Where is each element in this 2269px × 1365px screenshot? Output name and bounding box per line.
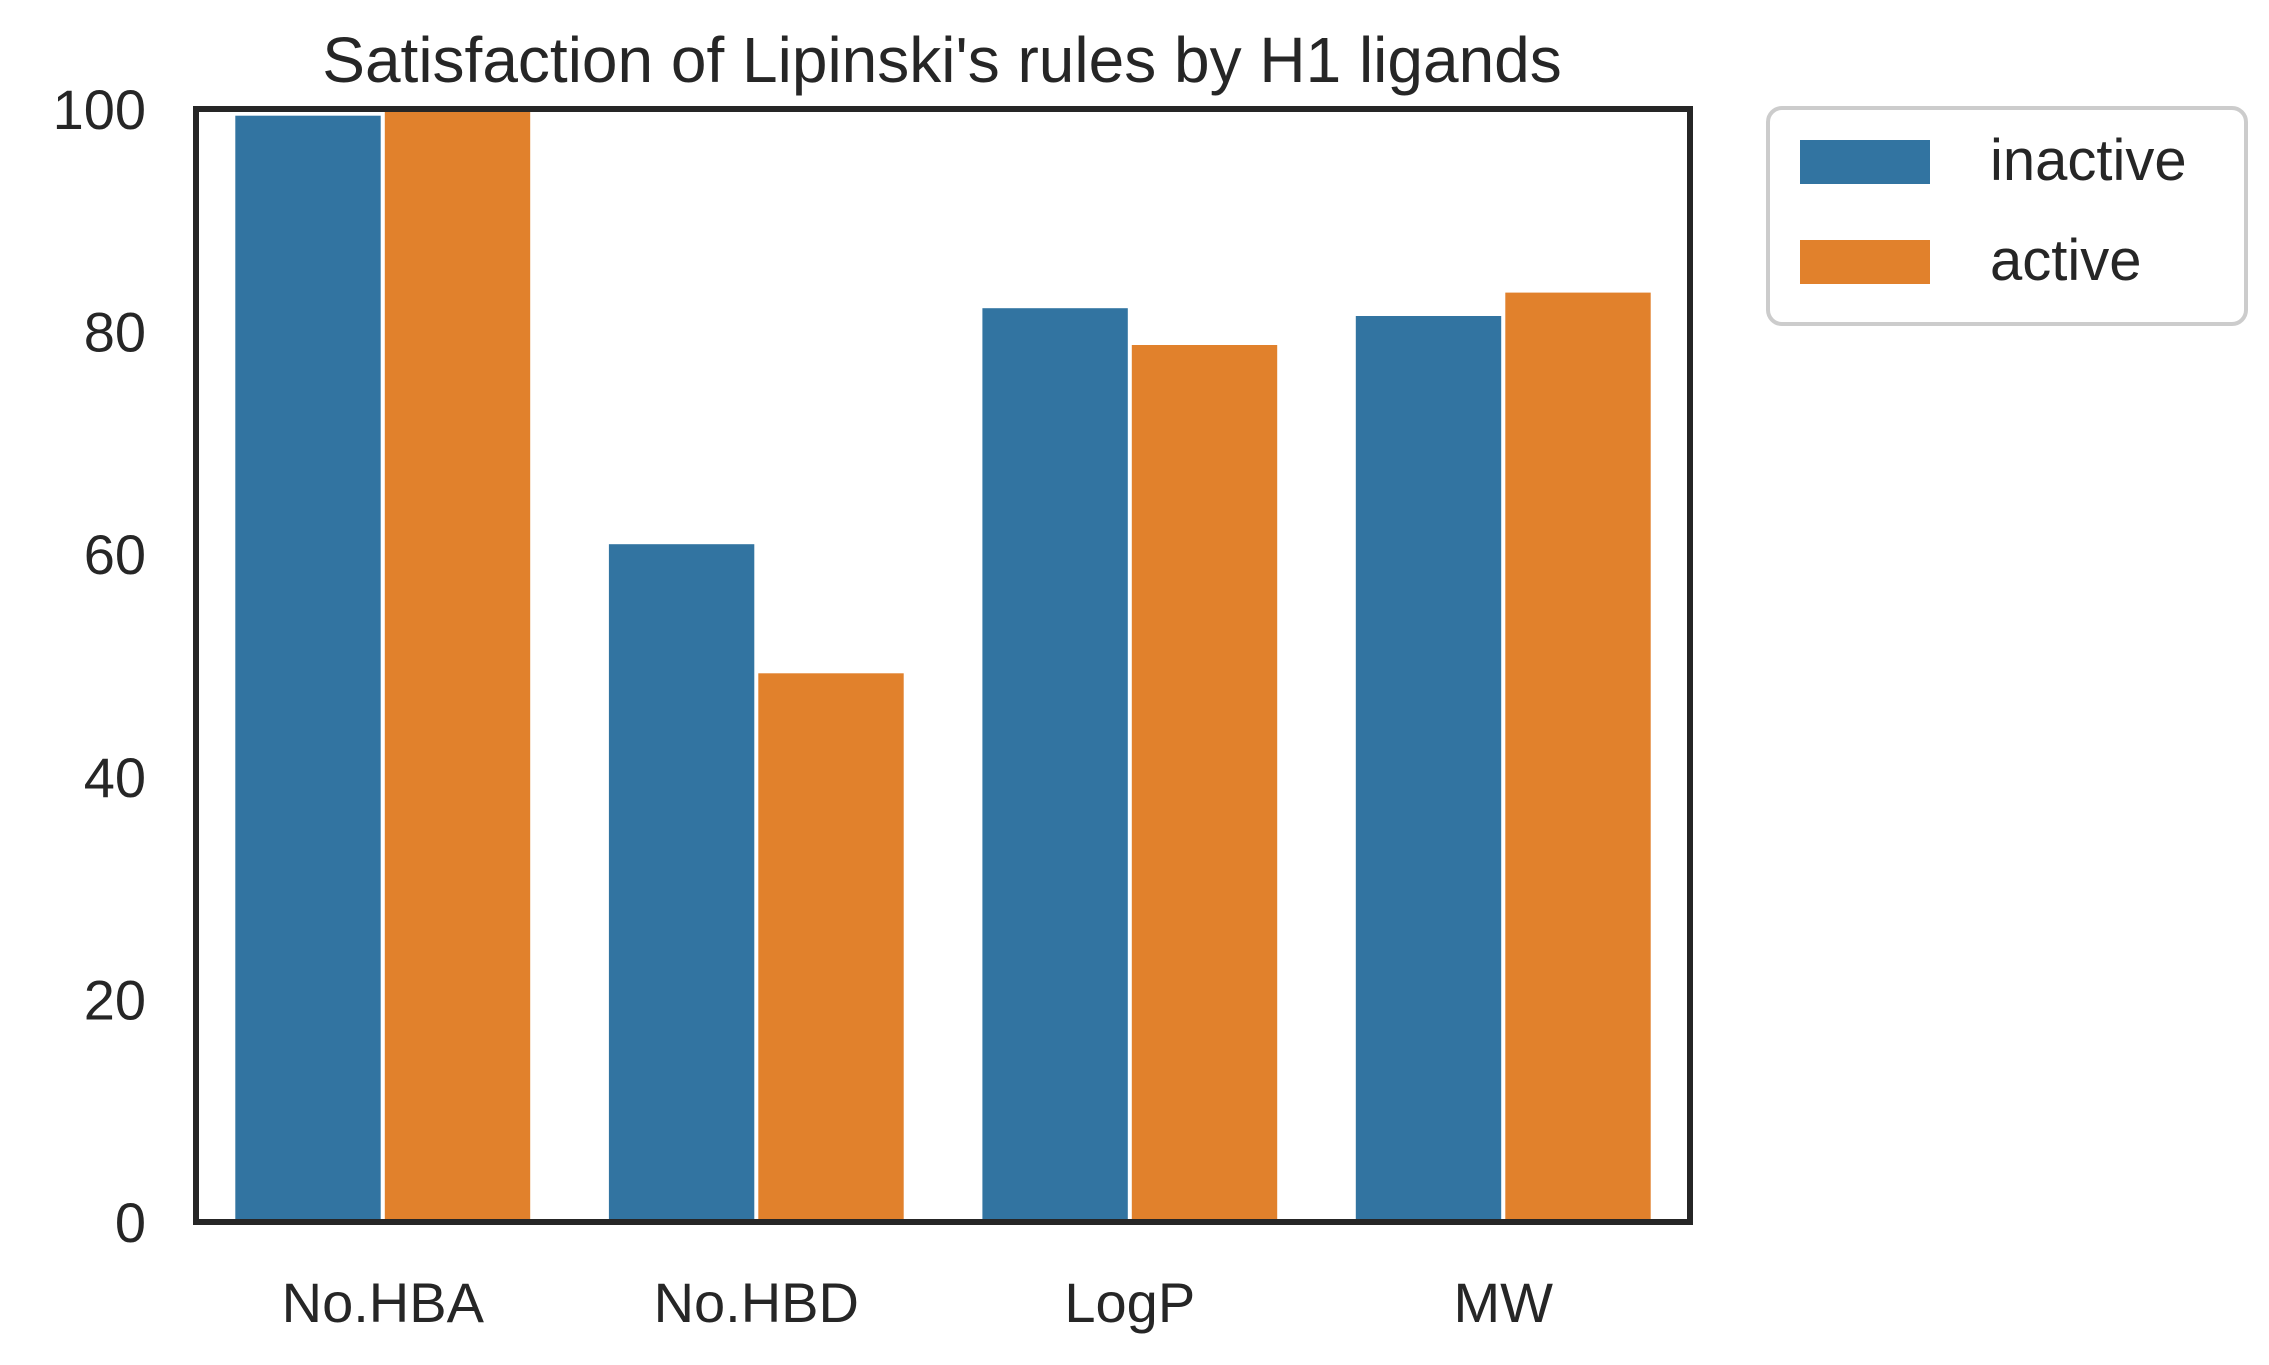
x-axis: No.HBA No.HBD LogP MW	[282, 1271, 1554, 1334]
x-tick-label: No.HBD	[654, 1271, 859, 1334]
plot-frame	[193, 106, 1693, 1225]
y-tick-label: 20	[84, 968, 146, 1031]
bar-inactive-mw	[1355, 316, 1502, 1222]
y-axis: 0 20 40 60 80 100	[53, 78, 146, 1254]
y-tick-label: 40	[84, 746, 146, 809]
legend: inactive active	[1766, 106, 2248, 326]
legend-swatch-inactive	[1800, 140, 1930, 184]
y-tick-label: 60	[84, 523, 146, 586]
y-tick-label: 0	[115, 1191, 146, 1254]
y-tick-label: 100	[53, 78, 146, 141]
bar-active-no-hbd	[758, 673, 904, 1222]
y-tick-label: 80	[84, 301, 146, 364]
legend-swatch-active	[1800, 240, 1930, 284]
bar-active-mw	[1505, 292, 1651, 1223]
bars-group	[235, 109, 1651, 1223]
x-tick-label: MW	[1454, 1271, 1554, 1334]
legend-label-active: active	[1990, 228, 2142, 293]
bar-inactive-no-hbd	[608, 544, 755, 1222]
bar-active-logp	[1131, 345, 1278, 1222]
bar-inactive-no-hba	[235, 115, 381, 1223]
legend-label-inactive: inactive	[1990, 128, 2187, 193]
bar-inactive-logp	[982, 308, 1128, 1222]
bar-active-no-hba	[384, 109, 531, 1222]
x-tick-label: No.HBA	[282, 1271, 485, 1334]
chart-title: Satisfaction of Lipinski's rules by H1 l…	[322, 24, 1562, 96]
x-tick-label: LogP	[1064, 1271, 1195, 1334]
